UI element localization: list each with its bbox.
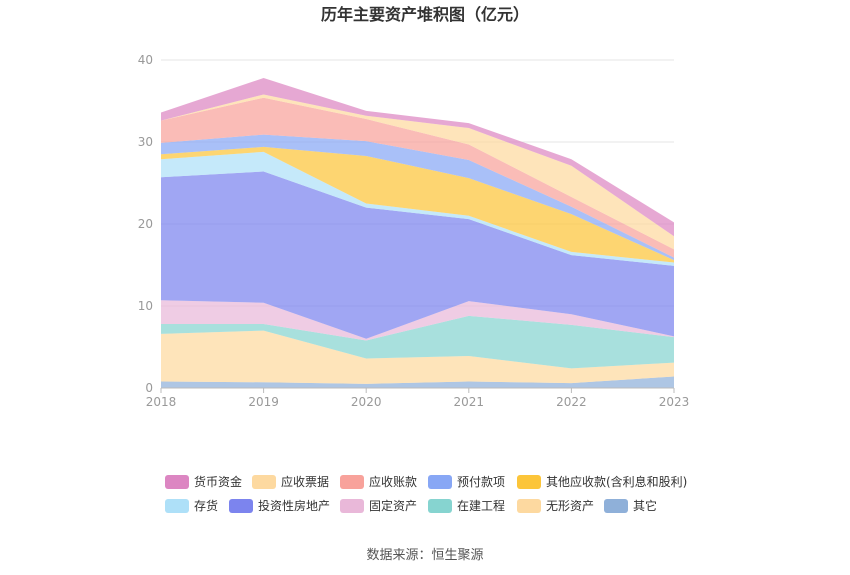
legend-item[interactable]: 无形资产 [517,499,594,513]
area-0 [161,376,674,388]
legend-item[interactable]: 其它 [604,498,657,513]
area-8 [161,97,674,258]
legend-item[interactable]: 存货 [165,498,218,513]
legend-swatch [517,499,541,513]
legend-swatch [517,475,541,489]
area-7 [161,134,674,261]
x-tick-label: 2021 [454,395,485,409]
legend-swatch [229,499,253,513]
legend-swatch [252,475,276,489]
legend-swatch [340,475,364,489]
legend-swatch [165,475,189,489]
legend-label: 应收账款 [369,474,417,489]
y-tick-label: 30 [138,135,153,149]
y-tick-label: 0 [145,381,153,395]
chart-title: 历年主要资产堆积图（亿元） [321,5,529,24]
area-9 [161,94,674,250]
legend-item[interactable]: 货币资金 [165,474,242,489]
area-5 [161,151,674,266]
legend-label: 应收票据 [281,474,329,489]
legend-label: 在建工程 [457,498,505,513]
x-tick-label: 2018 [146,395,177,409]
legend-item[interactable]: 在建工程 [428,498,505,513]
legend-item[interactable]: 预付款项 [428,475,505,489]
x-tick-label: 2020 [351,395,382,409]
x-tick-label: 2023 [659,395,690,409]
legend-item[interactable]: 其他应收款(含利息和股利) [517,474,687,489]
legend-swatch [340,499,364,513]
axes: 0 10 20 30 40 2018 2019 2020 2021 2022 2023 [138,53,690,409]
legend-swatch [165,499,189,513]
legend-label: 货币资金 [194,474,242,489]
legend-swatch [428,475,452,489]
area-4 [161,171,674,339]
y-tick-label: 40 [138,53,153,67]
legend-swatch [428,499,452,513]
area-series [161,78,674,388]
legend-label: 其他应收款(含利息和股利) [546,474,687,489]
x-tick-label: 2019 [248,395,279,409]
area-3 [161,300,674,341]
legend: 货币资金 应收票据 应收账款 预付款项 其他应收款(含利息和股利) 存货 投资性房地产 固定资… [165,474,687,513]
legend-label: 投资性房地产 [258,498,330,513]
legend-label: 无形资产 [546,499,594,513]
legend-swatch [604,499,628,513]
legend-label: 固定资产 [369,498,417,513]
legend-label: 预付款项 [457,475,505,489]
area-6 [161,146,674,263]
data-source: 数据来源：恒生聚源 [366,548,483,563]
y-tick-label: 20 [138,217,153,231]
legend-label: 存货 [194,498,218,513]
legend-item[interactable]: 应收账款 [340,474,417,489]
legend-label: 其它 [633,498,657,513]
legend-item[interactable]: 固定资产 [340,498,417,513]
legend-item[interactable]: 投资性房地产 [229,498,330,513]
y-tick-label: 10 [138,299,153,313]
legend-item[interactable]: 应收票据 [252,474,329,489]
x-tick-label: 2022 [556,395,587,409]
area-2 [161,315,674,369]
